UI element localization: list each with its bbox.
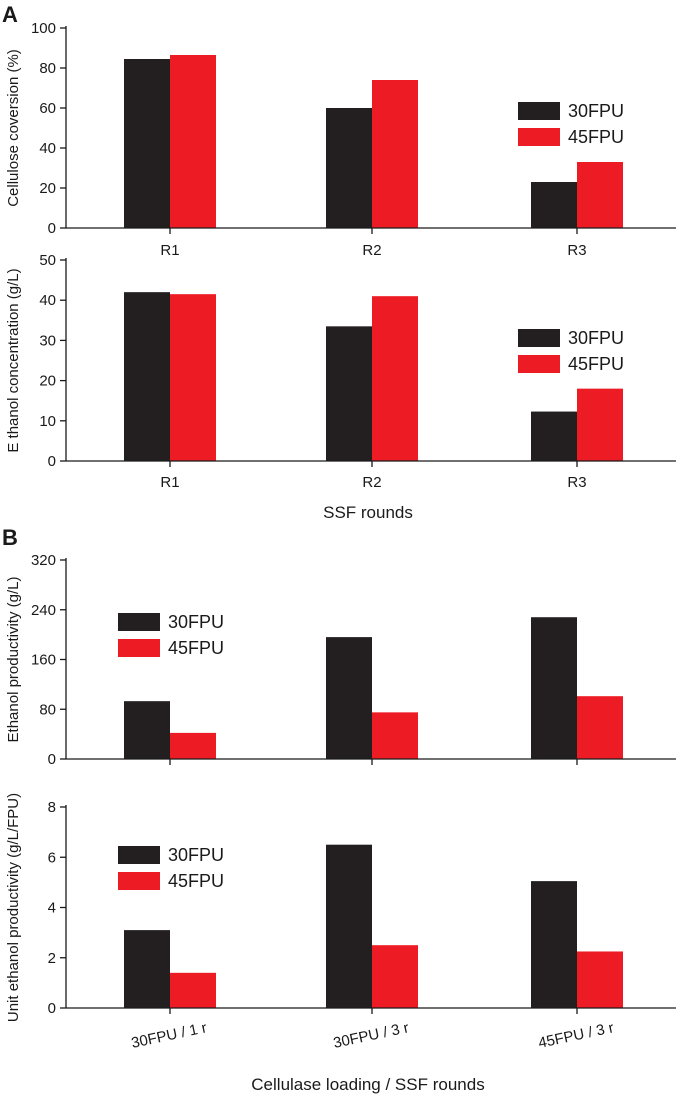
chart1-y-tick-label-2: 40 — [39, 140, 56, 157]
chart1-y-tick-label-3: 60 — [39, 100, 56, 117]
chart4-bar-45fpu-3 — [577, 951, 623, 1008]
chart3-bar-30fpu-2 — [326, 637, 372, 759]
chart3-bar-45fpu-2 — [372, 712, 418, 759]
chart4-bar-45fpu-2 — [372, 945, 418, 1008]
chart2-bar-30fpu-2 — [326, 326, 372, 461]
chart4-y-tick-label-1: 2 — [48, 950, 56, 967]
chart3-legend-swatch-30fpu — [118, 613, 160, 631]
chart4-category-label-2: 30FPU / 3 r — [332, 1019, 411, 1052]
chart4-category-label-1: 30FPU / 1 r — [130, 1019, 209, 1052]
chart4-bar-30fpu-3 — [531, 881, 577, 1008]
chart1-legend-swatch-45fpu — [518, 128, 560, 146]
chart4-y-tick-label-3: 6 — [48, 849, 56, 866]
chart1-category-label-1: R1 — [160, 242, 179, 259]
chart4-legend-swatch-30fpu — [118, 846, 160, 864]
chart2-legend-label-45fpu: 45FPU — [568, 354, 624, 374]
chart4-bar-30fpu-2 — [326, 844, 372, 1008]
chart2-legend-swatch-45fpu — [518, 355, 560, 373]
chart3-y-tick-label-1: 80 — [39, 701, 56, 718]
chart2-legend-swatch-30fpu — [518, 329, 560, 347]
chart1-bar-45fpu-3 — [577, 162, 623, 228]
chart2-bar-45fpu-2 — [372, 296, 418, 461]
chart2-bar-30fpu-1 — [124, 292, 170, 461]
chart3-bar-30fpu-3 — [531, 617, 577, 759]
panel-label-b: B — [2, 525, 18, 550]
chart1-legend-label-45fpu: 45FPU — [568, 127, 624, 147]
chart4-legend-label-30fpu: 30FPU — [168, 845, 224, 865]
chart2-category-label-1: R1 — [160, 474, 179, 491]
chart1-bar-30fpu-2 — [326, 108, 372, 228]
chart3-y-tick-label-3: 240 — [31, 602, 56, 619]
chart3-y-tick-label-2: 160 — [31, 652, 56, 669]
chart1-y-tick-label-1: 20 — [39, 180, 56, 197]
chart1-bar-30fpu-1 — [124, 59, 170, 228]
chart1-bar-45fpu-2 — [372, 80, 418, 228]
chart3-y-tick-label-4: 320 — [31, 552, 56, 569]
chart4-y-tick-label-4: 8 — [48, 799, 56, 816]
chart2-y-tick-label-2: 20 — [39, 373, 56, 390]
chart2-bar-30fpu-3 — [531, 411, 577, 461]
chart4-legend-swatch-45fpu — [118, 872, 160, 890]
chart2-y-tick-label-5: 50 — [39, 252, 56, 269]
chart1-y-axis-label: Cellulose coversion (%) — [5, 49, 22, 207]
x-axis-label-panel-b: Cellulase loading / SSF rounds — [251, 1075, 484, 1094]
chart4-bar-30fpu-1 — [124, 930, 170, 1008]
chart4-y-axis-label: Unit ethanol productivity (g/L/FPU) — [5, 793, 22, 1022]
chart2-y-tick-label-4: 40 — [39, 292, 56, 309]
chart3-y-axis-label: Ethanol productivity (g/L) — [5, 577, 22, 743]
chart2-y-tick-label-1: 10 — [39, 413, 56, 430]
chart3-legend-label-30fpu: 30FPU — [168, 612, 224, 632]
chart3-legend-swatch-45fpu — [118, 639, 160, 657]
chart1-legend-swatch-30fpu — [518, 102, 560, 120]
chart1-y-tick-label-4: 80 — [39, 60, 56, 77]
chart1-y-tick-label-0: 0 — [48, 220, 56, 237]
chart1-category-label-2: R2 — [362, 242, 381, 259]
chart1-legend-label-30fpu: 30FPU — [568, 101, 624, 121]
chart1-bar-45fpu-1 — [170, 55, 216, 228]
chart3-bar-30fpu-1 — [124, 701, 170, 759]
chart2-category-label-2: R2 — [362, 474, 381, 491]
x-axis-label-panel-a: SSF rounds — [323, 503, 413, 522]
chart1-bar-30fpu-3 — [531, 182, 577, 228]
panel-label-a: A — [2, 2, 18, 27]
chart2-category-label-3: R3 — [567, 474, 586, 491]
chart2-bar-45fpu-1 — [170, 294, 216, 461]
chart3-bar-45fpu-1 — [170, 732, 216, 759]
chart4-y-tick-label-2: 4 — [48, 900, 56, 917]
chart4-bar-45fpu-1 — [170, 972, 216, 1008]
chart1-category-label-3: R3 — [567, 242, 586, 259]
chart2-y-tick-label-3: 30 — [39, 332, 56, 349]
chart2-legend-label-30fpu: 30FPU — [568, 328, 624, 348]
chart3-y-tick-label-0: 0 — [48, 751, 56, 768]
chart2-y-axis-label: E thanol concentration (g/L) — [5, 268, 22, 452]
chart1-y-tick-label-5: 100 — [31, 20, 56, 37]
chart4-legend-label-45fpu: 45FPU — [168, 871, 224, 891]
chart2-bar-45fpu-3 — [577, 388, 623, 461]
chart2-y-tick-label-0: 0 — [48, 453, 56, 470]
chart4-category-label-3: 45FPU / 3 r — [537, 1019, 616, 1052]
chart4-y-tick-label-0: 0 — [48, 1000, 56, 1017]
chart3-bar-45fpu-3 — [577, 696, 623, 759]
chart3-legend-label-45fpu: 45FPU — [168, 638, 224, 658]
